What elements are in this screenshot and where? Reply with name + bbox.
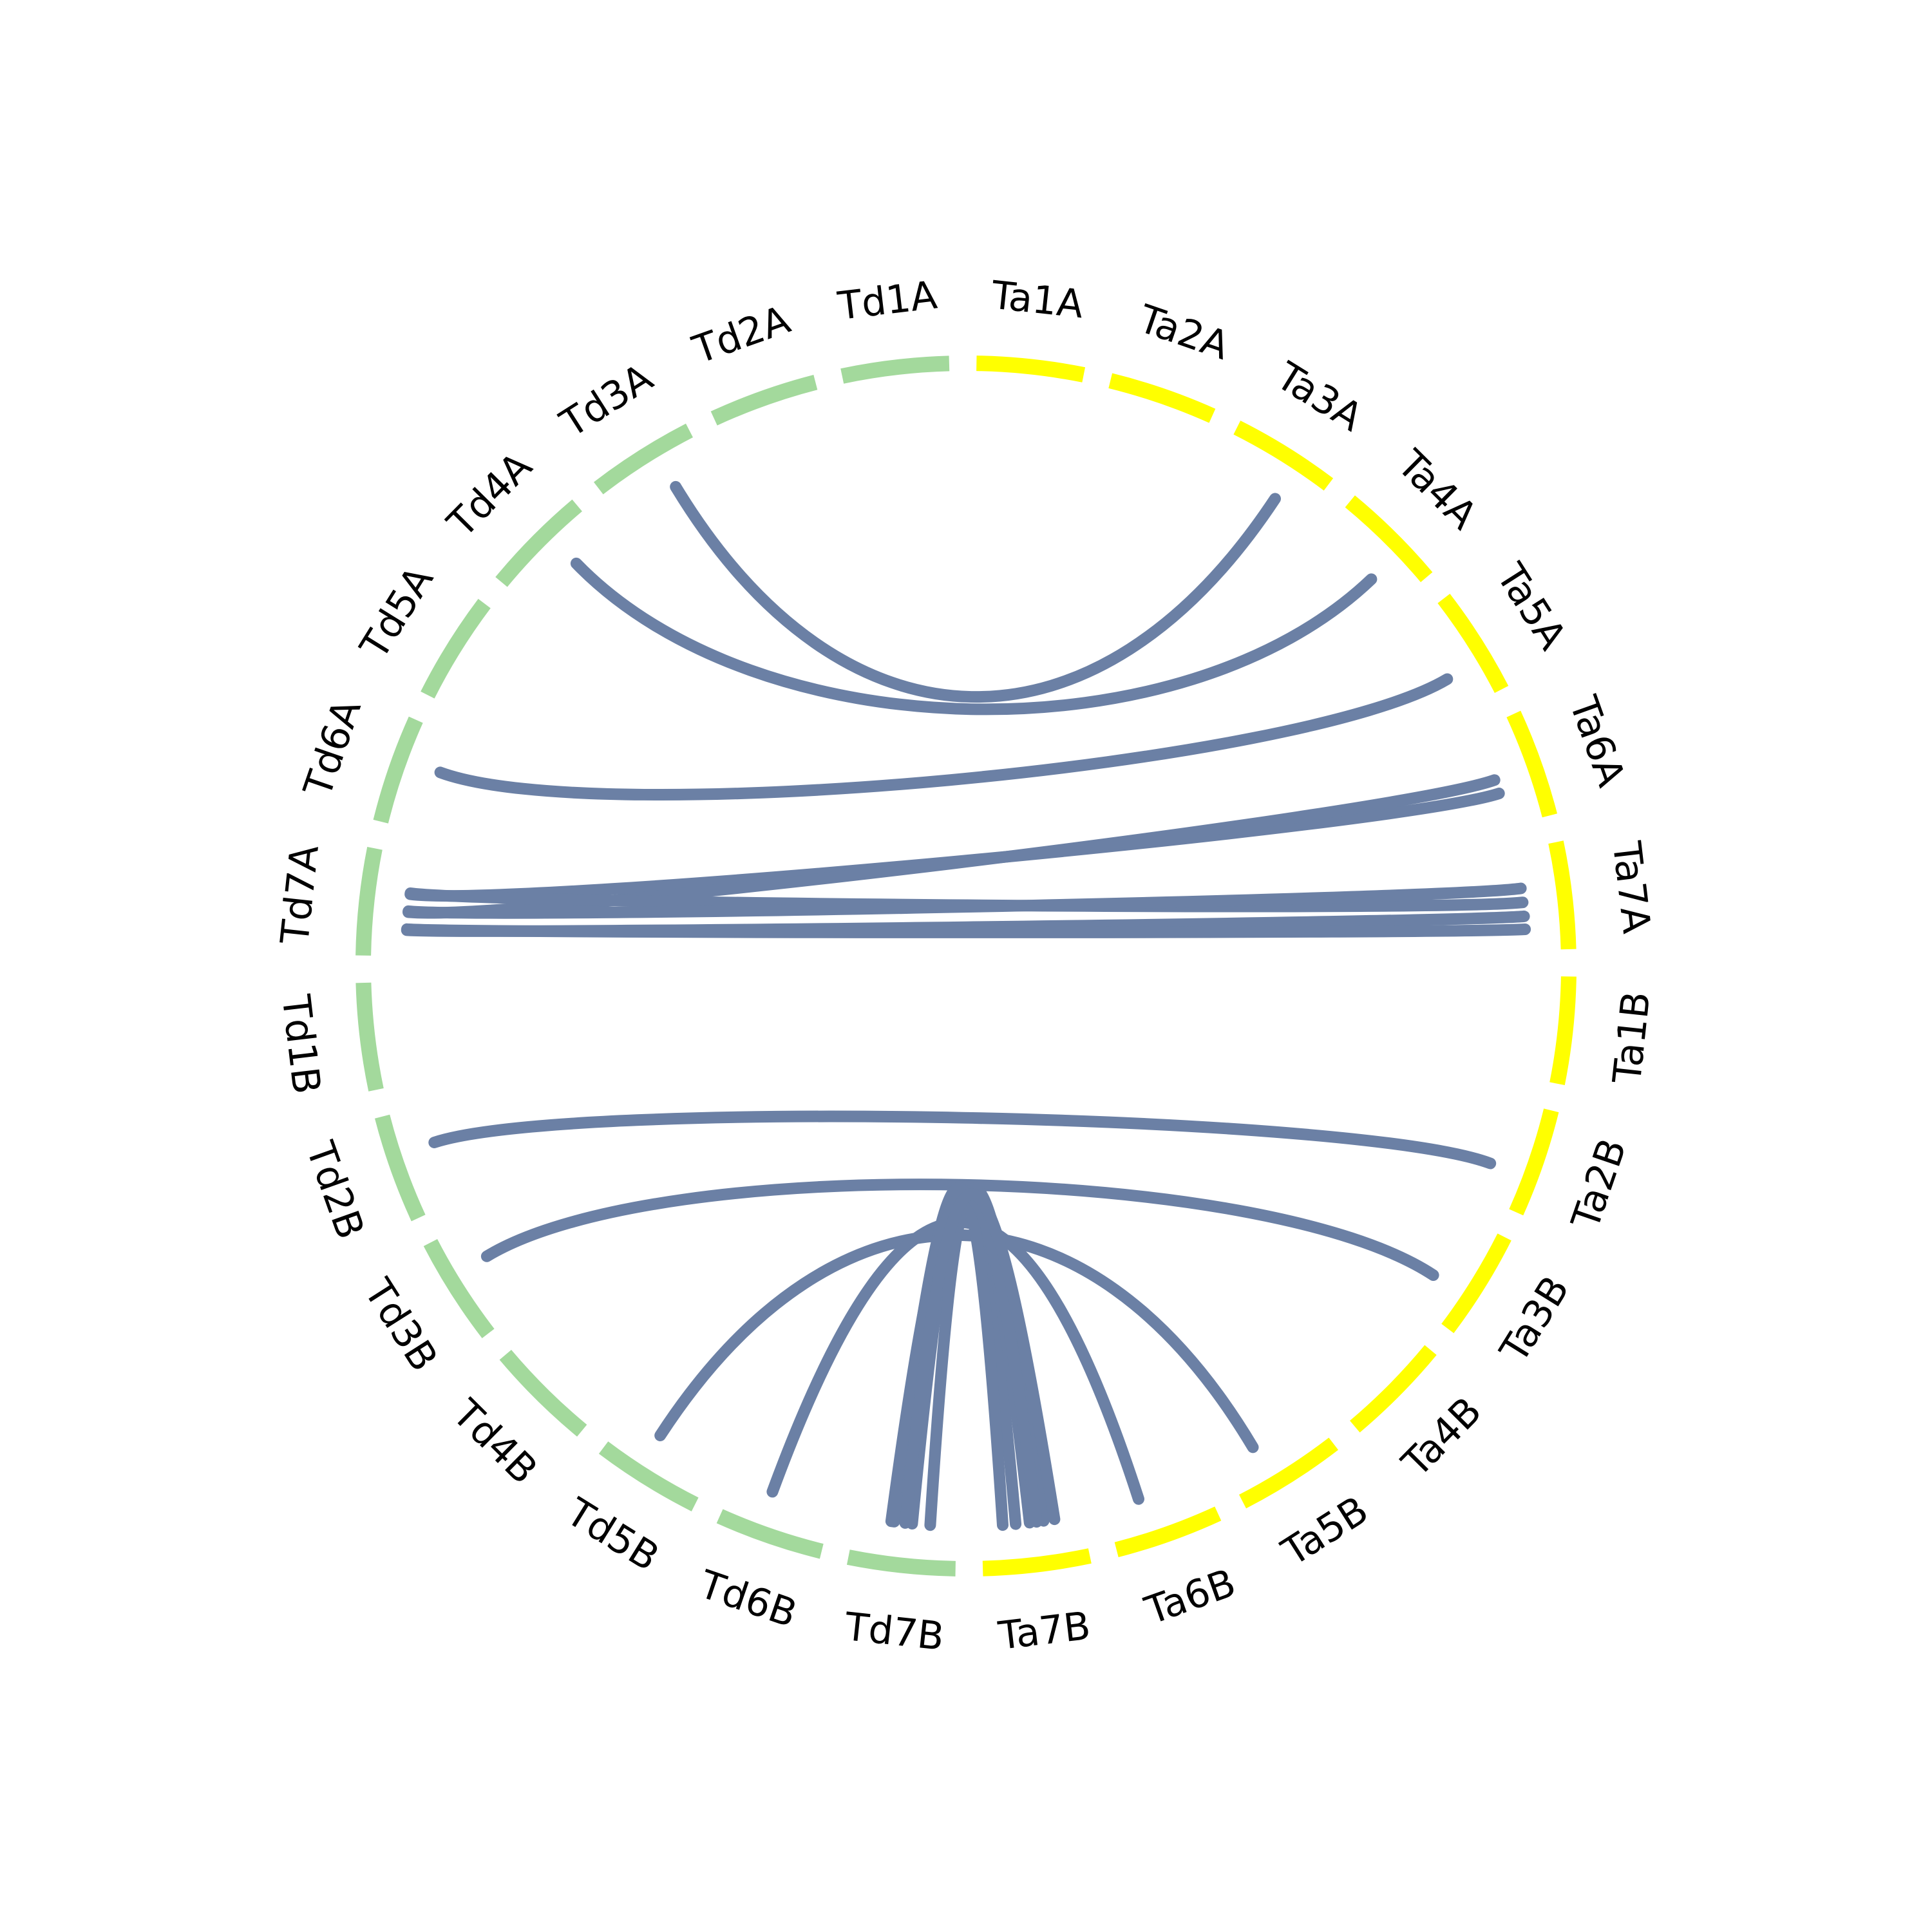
ideogram-td7a (355, 846, 383, 956)
label-ta2a: Ta2A (1132, 296, 1235, 369)
ideogram-ta4a (1345, 495, 1433, 582)
ideogram-ta7b (982, 1548, 1092, 1577)
ideogram-td2a (710, 374, 818, 426)
ideogram-ta2a (1108, 373, 1216, 423)
ideogram-td3a (593, 423, 694, 495)
ideogram-td1b (355, 982, 384, 1092)
label-td6b: Td6B (694, 1562, 802, 1637)
label-ta2b: Ta2B (1563, 1133, 1636, 1235)
label-ta1b: Ta1B (1605, 989, 1660, 1086)
ideogram-ta4b (1350, 1345, 1437, 1433)
chromosome-ring (355, 355, 1577, 1577)
label-td7a: Td7A (272, 843, 328, 947)
label-ta6a: Ta6A (1560, 690, 1634, 792)
ideogram-ta6b (1114, 1506, 1222, 1558)
ideogram-td6a (373, 716, 423, 824)
link-td3a-ta3a (670, 480, 1281, 703)
ideogram-ta2b (1509, 1108, 1559, 1216)
ideogram-td3b (423, 1238, 495, 1339)
label-ta1a: Ta1A (989, 272, 1085, 327)
ideogram-td5b (598, 1441, 699, 1511)
label-ta7a: Ta7A (1604, 838, 1659, 936)
ideogram-ta7a (1548, 840, 1577, 950)
ideogram-ta5a (1437, 593, 1509, 694)
ideogram-td7b (846, 1549, 956, 1577)
label-td4a: Td4A (439, 444, 541, 546)
link-td7a-ta7a (402, 882, 1527, 919)
ideogram-ta3a (1233, 421, 1334, 491)
ideogram-td6b (716, 1509, 824, 1559)
ideogram-td5a (421, 598, 491, 699)
label-td4b: Td4B (443, 1390, 545, 1493)
ideogram-td1a (840, 355, 950, 384)
link-td6a-ta5a (434, 673, 1454, 801)
label-td5b: Td5B (558, 1490, 667, 1580)
label-ta3a: Ta3A (1268, 354, 1370, 440)
link-td2b-ta2b (428, 1110, 1497, 1170)
label-td2a: Td2A (687, 297, 795, 373)
ideogram-td4b (499, 1350, 587, 1437)
synteny-links (401, 480, 1531, 1531)
label-td7b: Td7B (842, 1604, 947, 1660)
ideogram-td4a (495, 499, 582, 587)
label-ta7b: Ta7B (996, 1604, 1093, 1659)
label-td6a: Td6A (295, 694, 370, 803)
ideogram-ta1b (1549, 976, 1577, 1086)
link-td7a-ta7a (401, 923, 1531, 938)
label-td3b: Td3B (355, 1271, 446, 1379)
label-ta3b: Ta3B (1492, 1269, 1578, 1371)
label-ta6b: Ta6B (1139, 1560, 1242, 1634)
ideogram-ta1a (976, 355, 1086, 383)
ideogram-ta6a (1506, 710, 1558, 818)
ideogram-ta3b (1441, 1233, 1511, 1334)
label-td5a: Td5A (352, 558, 442, 667)
label-ta4a: Ta4A (1388, 441, 1485, 538)
label-ta4b: Ta4B (1393, 1388, 1490, 1486)
ideogram-td2b (374, 1114, 426, 1222)
label-td1b: Td1B (272, 992, 329, 1096)
label-td2b: Td2B (297, 1135, 373, 1245)
label-td1a: Td1A (835, 272, 940, 329)
label-td3a: Td3A (553, 355, 661, 446)
link-ta7b-td7b (899, 1188, 1061, 1529)
link-td4a-ta4a (570, 557, 1378, 715)
ideogram-ta5b (1238, 1437, 1339, 1509)
label-ta5a: Ta5A (1487, 555, 1575, 658)
label-ta5b: Ta5B (1274, 1488, 1376, 1575)
